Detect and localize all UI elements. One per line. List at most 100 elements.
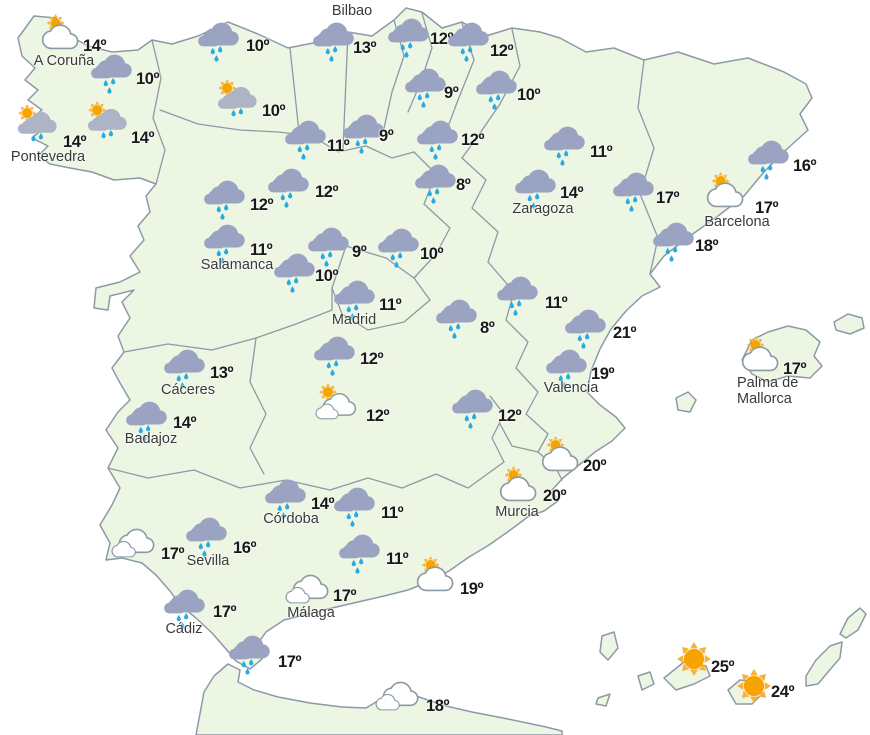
temperature-label: 25º bbox=[711, 658, 735, 676]
city-label: Palma de Mallorca bbox=[737, 375, 799, 407]
temperature-label: 19º bbox=[460, 580, 484, 598]
temperature-label: 10º bbox=[315, 267, 339, 285]
island-canary bbox=[595, 693, 611, 707]
city-label: Málaga bbox=[287, 605, 335, 621]
temperature-label: 8º bbox=[456, 176, 471, 194]
rain-cloud-icon bbox=[204, 174, 252, 220]
sun-cloud-icon bbox=[738, 334, 786, 380]
rain-cloud-icon bbox=[314, 330, 362, 376]
temperature-label: 12º bbox=[430, 30, 454, 48]
temperature-label: 11º bbox=[381, 504, 404, 522]
temperature-label: 17º bbox=[333, 587, 357, 605]
city-label: Murcia bbox=[495, 504, 539, 520]
rain-cloud-icon bbox=[417, 114, 465, 160]
rain-cloud-icon bbox=[653, 216, 701, 262]
city-label: Zaragoza bbox=[512, 201, 574, 217]
sun-rain-icon bbox=[216, 78, 264, 124]
rain-cloud-icon bbox=[452, 383, 500, 429]
rain-cloud-icon bbox=[378, 222, 426, 268]
city-label: Córdoba bbox=[263, 511, 319, 527]
region-border bbox=[499, 423, 539, 453]
city-label: Salamanca bbox=[200, 257, 274, 273]
sun-cloud-icon bbox=[703, 170, 751, 216]
city-label: Cádiz bbox=[165, 621, 203, 637]
rain-cloud-icon bbox=[186, 511, 234, 557]
rain-cloud-icon bbox=[229, 629, 277, 675]
temperature-label: 12º bbox=[490, 42, 514, 60]
temperature-label: 17º bbox=[161, 545, 185, 563]
region-border bbox=[107, 461, 505, 491]
temperature-label: 20º bbox=[543, 487, 567, 505]
temperature-label: 10º bbox=[420, 245, 444, 263]
temperature-label: 14º bbox=[560, 184, 584, 202]
africa-coast bbox=[195, 663, 563, 735]
temperature-label: 9º bbox=[379, 127, 394, 145]
temperature-label: 14º bbox=[311, 495, 335, 513]
temperature-label: 24º bbox=[771, 683, 795, 701]
city-label: Cáceres bbox=[161, 382, 215, 398]
sun-clouds-icon bbox=[315, 382, 363, 428]
sun-cloud-icon bbox=[38, 12, 86, 58]
sun-cloud-icon bbox=[538, 434, 586, 480]
sun-rain-icon bbox=[86, 100, 134, 146]
temperature-label: 12º bbox=[498, 407, 522, 425]
temperature-label: 12º bbox=[315, 183, 339, 201]
temperature-label: 17º bbox=[656, 189, 680, 207]
temperature-label: 11º bbox=[250, 241, 273, 259]
rain-cloud-icon bbox=[334, 481, 382, 527]
island-canary bbox=[663, 661, 711, 691]
rain-cloud-icon bbox=[436, 293, 484, 339]
temperature-label: 14º bbox=[83, 37, 107, 55]
rain-cloud-icon bbox=[544, 120, 592, 166]
rain-cloud-icon bbox=[448, 16, 496, 62]
island-canary bbox=[637, 671, 655, 691]
rain-cloud-icon bbox=[339, 528, 387, 574]
temperature-label: 10º bbox=[517, 86, 541, 104]
temperature-label: 10º bbox=[136, 70, 160, 88]
temperature-label: 16º bbox=[233, 539, 257, 557]
temperature-label: 9º bbox=[444, 84, 459, 102]
city-label: A Coruña bbox=[33, 53, 95, 69]
temperature-label: 12º bbox=[461, 131, 485, 149]
temperature-label: 9º bbox=[352, 243, 367, 261]
city-label: Barcelona bbox=[704, 214, 770, 230]
island-canary bbox=[839, 607, 867, 639]
temperature-label: 14º bbox=[131, 129, 155, 147]
city-label: Valencia bbox=[543, 380, 599, 396]
temperature-label: 11º bbox=[379, 296, 402, 314]
region-border bbox=[151, 39, 166, 185]
city-label: Pontevedra bbox=[10, 149, 86, 165]
sun-rain-icon bbox=[16, 103, 64, 149]
city-label: Bilbao bbox=[331, 3, 373, 19]
white-clouds-icon bbox=[376, 674, 424, 720]
temperature-label: 17º bbox=[755, 199, 779, 217]
temperature-label: 8º bbox=[480, 319, 495, 337]
region-border bbox=[249, 337, 267, 475]
temperature-label: 21º bbox=[613, 324, 637, 342]
island-canary bbox=[805, 641, 843, 687]
rain-cloud-icon bbox=[268, 162, 316, 208]
temperature-label: 16º bbox=[793, 157, 817, 175]
rain-cloud-icon bbox=[198, 16, 246, 62]
city-label: Badajoz bbox=[124, 431, 178, 447]
region-border bbox=[461, 157, 563, 481]
temperature-label: 17º bbox=[783, 360, 807, 378]
rain-cloud-icon bbox=[91, 48, 139, 94]
temperature-label: 12º bbox=[250, 196, 274, 214]
island-menorca bbox=[833, 313, 865, 335]
temperature-label: 11º bbox=[545, 294, 568, 312]
temperature-label: 17º bbox=[213, 603, 237, 621]
temperature-label: 12º bbox=[366, 407, 390, 425]
city-label: Madrid bbox=[331, 312, 377, 328]
temperature-label: 13º bbox=[210, 364, 234, 382]
temperature-label: 10º bbox=[262, 102, 286, 120]
temperature-label: 20º bbox=[583, 457, 607, 475]
temperature-label: 19º bbox=[591, 365, 615, 383]
rain-cloud-icon bbox=[497, 270, 545, 316]
temperature-label: 11º bbox=[327, 137, 350, 155]
temperature-label: 13º bbox=[353, 39, 377, 57]
city-label: Sevilla bbox=[186, 553, 230, 569]
white-clouds-icon bbox=[112, 521, 160, 567]
rain-cloud-icon bbox=[613, 166, 661, 212]
